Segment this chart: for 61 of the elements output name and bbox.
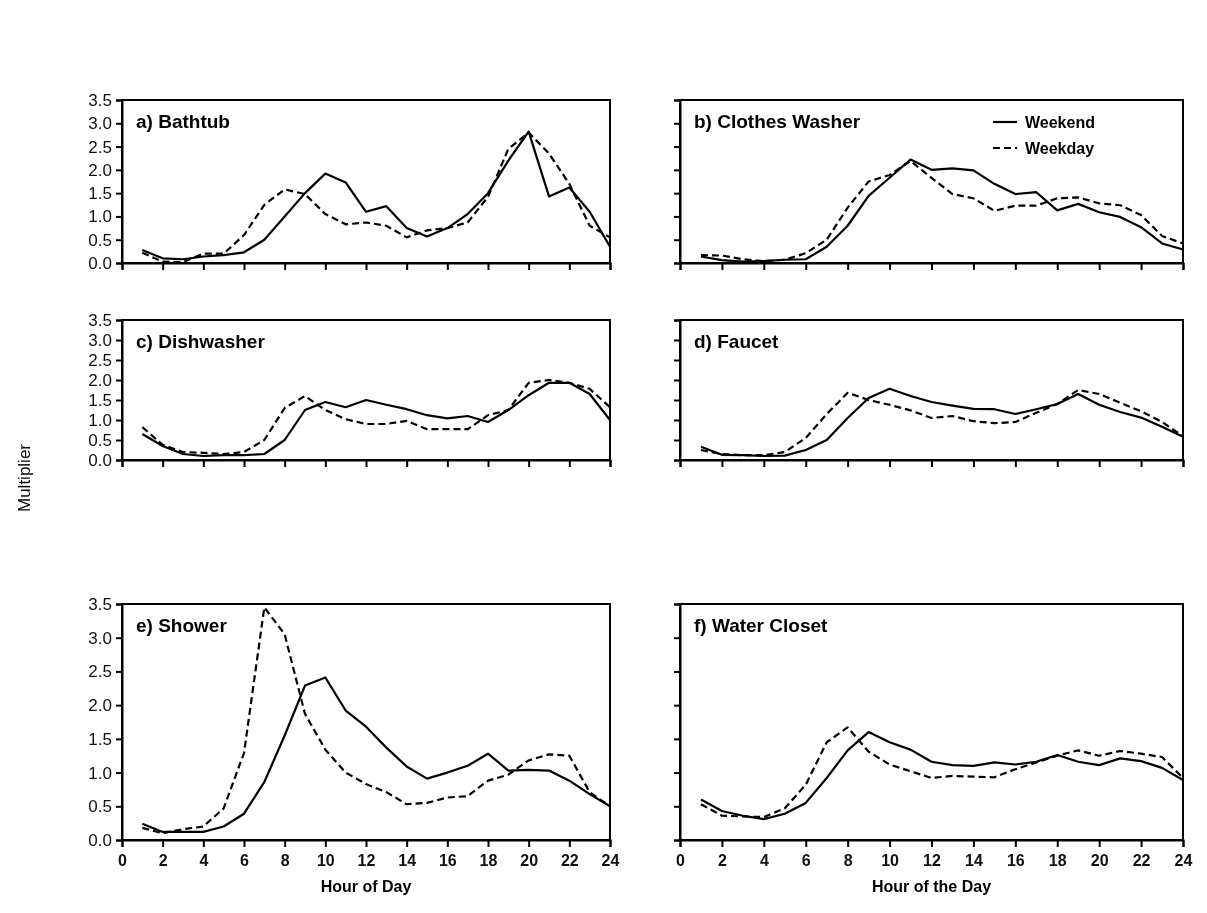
y-tick-label: 1.5	[88, 184, 112, 204]
x-tick-label: 6	[240, 852, 250, 870]
y-tick-label: 0.5	[88, 797, 112, 817]
x-tick-label: 20	[520, 852, 539, 870]
y-tick-label: 3.0	[88, 628, 112, 648]
x-tick-label: 14	[398, 852, 417, 870]
x-tick-label: 2	[717, 852, 727, 870]
x-tick-label: 4	[759, 852, 769, 870]
x-tick-label: 6	[801, 852, 811, 870]
x-tick-label: 12	[923, 852, 941, 870]
y-tick-label: 2.0	[88, 696, 112, 716]
y-tick-label: 1.0	[88, 410, 112, 430]
y-tick-label: 0.5	[88, 430, 112, 450]
y-tick-label: 3.5	[88, 90, 112, 110]
y-tick-label: 0.0	[88, 450, 112, 470]
y-tick-label: 2.0	[88, 370, 112, 390]
y-tick-label: 1.5	[88, 729, 112, 749]
y-tick-label: 2.5	[88, 137, 112, 157]
x-tick-label: 22	[1132, 852, 1151, 870]
legend-label: Weekday	[1025, 140, 1095, 157]
legend-label: Weekend	[1025, 114, 1095, 131]
x-tick-label: 12	[357, 852, 376, 870]
y-tick-label: 2.0	[88, 160, 112, 180]
x-tick-label: 16	[1006, 852, 1025, 870]
x-tick-label: 4	[199, 852, 209, 870]
text: c) Dishwasher	[136, 331, 266, 352]
text: b) Clothes Washer	[694, 111, 861, 132]
x-tick-label: 0	[676, 852, 686, 870]
text: a) Bathtub	[136, 111, 230, 132]
y-tick-label: 3.5	[88, 594, 112, 614]
y-tick-label: 2.5	[88, 350, 112, 370]
x-tick-label: 16	[438, 852, 457, 870]
x-tick-label: 10	[881, 852, 900, 870]
x-tick-label: 20	[1090, 852, 1109, 870]
text: d) Faucet	[694, 331, 780, 352]
y-tick-label: 2.5	[88, 662, 112, 682]
x-tick-label: 10	[316, 852, 335, 870]
x-axis-title: Hour of Day	[320, 878, 412, 895]
x-tick-label: 18	[1048, 852, 1067, 870]
x-tick-label: 22	[560, 852, 579, 870]
y-tick-label: 0.0	[88, 830, 112, 850]
x-tick-label: 8	[280, 852, 290, 870]
x-tick-label: 18	[479, 852, 498, 870]
x-tick-label: 8	[843, 852, 853, 870]
y-tick-label: 3.0	[88, 330, 112, 350]
x-tick-label: 0	[118, 852, 128, 870]
y-tick-label: 0.5	[88, 230, 112, 250]
x-tick-label: 2	[158, 852, 168, 870]
text: f) Water Closet	[694, 615, 829, 636]
y-tick-label: 1.5	[88, 390, 112, 410]
y-axis-title: Multiplier	[15, 443, 34, 513]
text: e) Shower	[136, 615, 228, 636]
y-tick-label: 0.0	[88, 253, 112, 273]
x-tick-label: 24	[601, 852, 620, 870]
x-tick-label: 24	[1174, 852, 1193, 870]
x-tick-label: 14	[965, 852, 983, 870]
x-axis-title: Hour of the Day	[871, 878, 992, 895]
y-tick-label: 3.0	[88, 114, 112, 134]
y-tick-label: 1.0	[88, 207, 112, 227]
y-tick-label: 3.5	[88, 310, 112, 330]
y-tick-label: 1.0	[88, 763, 112, 783]
